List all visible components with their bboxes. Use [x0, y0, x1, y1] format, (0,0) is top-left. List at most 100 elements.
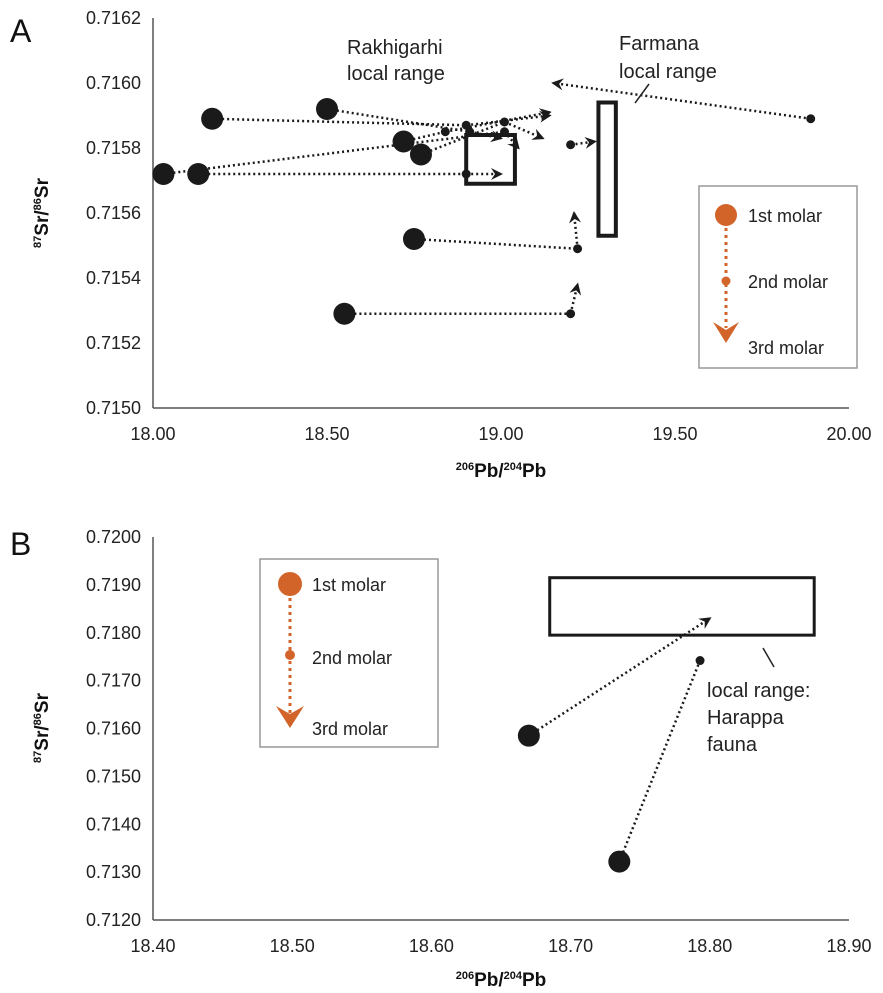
legend-second-molar-label: 2nd molar — [748, 272, 828, 292]
y-tick-label: 0.7130 — [86, 862, 141, 882]
x-tick-label: 18.90 — [826, 936, 871, 956]
panel-a-y-axis-title: 87Sr/86Sr — [32, 177, 53, 248]
rakhigarhi-range-label-line2: local range — [347, 63, 445, 85]
second-molar-point — [440, 127, 450, 137]
harappa-range-label-line3: fauna — [707, 734, 758, 756]
molar-connector — [569, 282, 582, 315]
second-molar-point — [461, 169, 471, 179]
second-molar-point — [566, 309, 576, 319]
x-tick-label: 18.80 — [687, 936, 732, 956]
first-molar-point — [152, 163, 175, 185]
x-tick-label: 19.50 — [652, 424, 697, 444]
x-tick-label: 19.00 — [478, 424, 523, 444]
legend-first-molar-marker — [715, 204, 737, 226]
molar-connector — [469, 130, 503, 143]
second-molar-point — [573, 244, 583, 254]
molar-connector — [503, 120, 545, 140]
y-tick-label: 0.7150 — [86, 398, 141, 418]
panel-a-x-ticks: 18.00 18.50 19.00 19.50 20.00 — [130, 424, 871, 444]
molar-connector — [163, 130, 505, 176]
legend-second-molar-marker — [721, 276, 731, 286]
y-tick-label: 0.7150 — [86, 766, 141, 786]
panel-a: A 0.71500.71520.71540.71560.71580.71600.… — [10, 8, 872, 482]
farmana-range-label-line1: Farmana — [619, 33, 700, 55]
molar-connector — [326, 107, 470, 133]
local-range-box — [548, 576, 816, 637]
molar-connector — [413, 237, 578, 250]
first-molar-point — [608, 850, 631, 873]
second-molar-point — [465, 127, 475, 137]
local-range-box — [464, 133, 517, 186]
panel-b-label: B — [10, 526, 31, 562]
molar-connector — [618, 660, 702, 863]
local-range-box — [596, 100, 618, 238]
legend-third-molar-arrow — [713, 322, 739, 343]
second-molar-point — [806, 114, 816, 124]
x-tick-label: 18.50 — [270, 936, 315, 956]
panel-b-y-ticks: 0.7120 0.7130 0.7140 0.7150 0.7160 0.7170 0.71… — [86, 527, 141, 930]
panel-a-label: A — [10, 13, 32, 49]
y-tick-label: 0.7162 — [86, 8, 141, 28]
farmana-range-label-line2: local range — [619, 61, 717, 83]
y-tick-label: 0.7120 — [86, 910, 141, 930]
panel-b-points — [517, 656, 705, 873]
panel-a-x-axis-title: 206Pb/204Pb — [456, 461, 547, 482]
y-tick-label: 0.7156 — [86, 203, 141, 223]
x-tick-label: 18.60 — [409, 936, 454, 956]
legend-first-molar-marker — [278, 572, 302, 596]
first-molar-point — [333, 302, 356, 325]
x-tick-label: 18.70 — [548, 936, 593, 956]
harappa-range-pointer — [762, 647, 775, 668]
molar-connector — [569, 211, 582, 249]
legend-first-molar-label: 1st molar — [748, 206, 822, 226]
second-molar-point — [499, 127, 509, 137]
first-molar-point — [201, 107, 224, 130]
panel-b-x-ticks: 18.40 18.50 18.60 18.70 18.80 18.90 — [130, 936, 871, 956]
molar-connector — [212, 117, 467, 127]
panel-b-x-axis-title: 206Pb/204Pb — [456, 970, 547, 991]
first-molar-point — [392, 130, 415, 153]
panel-a-y-ticks: 0.7150 0.7152 0.7154 0.7156 0.7158 0.7160 0.71… — [86, 8, 141, 418]
molar-connector — [551, 78, 811, 120]
second-molar-point — [499, 117, 509, 127]
molar-connector — [503, 130, 520, 150]
legend-second-molar-marker — [285, 650, 295, 660]
first-molar-point — [409, 143, 432, 166]
molar-connector — [570, 136, 597, 149]
second-molar-point — [695, 656, 705, 666]
first-molar-point — [403, 228, 425, 250]
y-tick-label: 0.7160 — [86, 73, 141, 93]
y-tick-label: 0.7190 — [86, 575, 141, 595]
legend-third-molar-arrow — [276, 706, 304, 728]
farmana-range-pointer — [634, 83, 650, 104]
harappa-range-label-line1: local range: — [707, 680, 810, 702]
legend-third-molar-label: 3rd molar — [312, 719, 388, 739]
y-tick-label: 0.7158 — [86, 138, 141, 158]
y-tick-label: 0.7154 — [86, 268, 141, 288]
legend-third-molar-label: 3rd molar — [748, 338, 824, 358]
panel-a-legend: 1st molar 2nd molar 3rd molar — [698, 185, 858, 369]
y-tick-label: 0.7200 — [86, 527, 141, 547]
y-tick-label: 0.7180 — [86, 623, 141, 643]
legend-first-molar-label: 1st molar — [312, 575, 386, 595]
panel-b-legend: 1st molar 2nd molar 3rd molar — [259, 558, 439, 748]
panel-b: B 0.71200.71300.71400.71500.71600.71700.… — [10, 526, 872, 991]
x-tick-label: 18.40 — [130, 936, 175, 956]
rakhigarhi-range-label-line1: Rakhigarhi — [347, 37, 443, 59]
y-tick-label: 0.7152 — [86, 333, 141, 353]
first-molar-point — [187, 163, 210, 185]
first-molar-point — [517, 724, 540, 747]
harappa-range-label-line2: Harappa — [707, 707, 785, 729]
panel-b-connectors — [528, 617, 712, 863]
x-tick-label: 18.50 — [304, 424, 349, 444]
panel-b-y-axis-title: 87Sr/86Sr — [32, 692, 53, 763]
second-molar-point — [566, 140, 576, 150]
panel-a-connectors — [163, 78, 811, 315]
first-molar-point — [316, 98, 338, 120]
x-tick-label: 18.00 — [130, 424, 175, 444]
panel-a-local-ranges — [464, 100, 618, 238]
y-tick-label: 0.7140 — [86, 814, 141, 834]
molar-connector — [403, 130, 446, 143]
molar-connector — [528, 617, 712, 737]
